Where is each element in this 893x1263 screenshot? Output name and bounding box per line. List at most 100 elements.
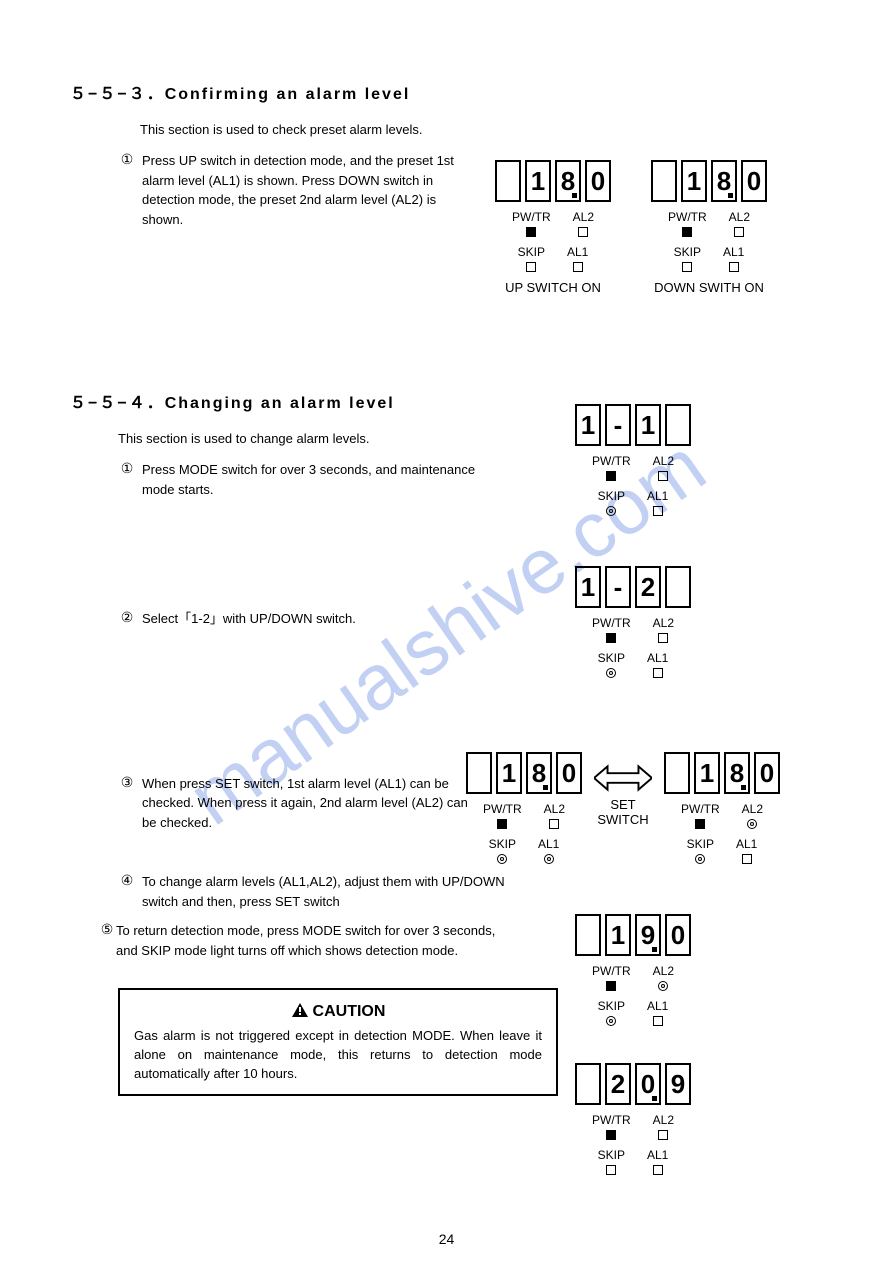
lcd-digits: 180 xyxy=(466,752,582,794)
step-text: When press SET switch, 1st alarm level (… xyxy=(142,774,482,833)
lcd-553-up: 180 PW/TRAL2SKIPAL1UP SWITCH ON xyxy=(495,160,611,295)
lcd-digit xyxy=(665,404,691,446)
led-indicator xyxy=(653,1165,663,1175)
led-label: PW/TR xyxy=(592,454,631,468)
lcd-digit xyxy=(665,566,691,608)
lcd-554-3: 180PW/TRAL2SKIPAL1 SET SWITCH 180PW/TRAL… xyxy=(466,752,780,864)
lcd-554-5: 209PW/TRAL2SKIPAL1 xyxy=(575,1063,691,1175)
lcd-553-down: 180 PW/TRAL2SKIPAL1 DOWN SWITH ON xyxy=(651,160,767,295)
led-label: SKIP xyxy=(518,245,545,259)
led-label: AL2 xyxy=(544,802,565,816)
led-label: PW/TR xyxy=(592,616,631,630)
led-indicator xyxy=(606,981,616,991)
led-grid: PW/TRAL2SKIPAL1 xyxy=(651,210,767,272)
caution-icon xyxy=(291,1002,309,1018)
led-indicator xyxy=(606,506,616,516)
led-label: AL2 xyxy=(729,210,750,224)
lcd-digits: 1-2 xyxy=(575,566,691,608)
led-label: SKIP xyxy=(598,651,625,665)
step-text: Press UP switch in detection mode, and t… xyxy=(142,151,458,229)
led-label: SKIP xyxy=(489,837,516,851)
lcd-digit: 1 xyxy=(525,160,551,202)
led-label: SKIP xyxy=(598,999,625,1013)
led-indicator xyxy=(658,981,668,991)
led-label: AL1 xyxy=(647,651,668,665)
step-number: ② xyxy=(118,609,136,626)
led-grid: PW/TRAL2SKIPAL1 xyxy=(575,964,691,1026)
lcd-digit: 0 xyxy=(665,914,691,956)
led-label: AL2 xyxy=(653,616,674,630)
led-grid: PW/TRAL2SKIPAL1 xyxy=(495,210,611,272)
lcd-digits: 190 xyxy=(575,914,691,956)
led-indicator xyxy=(682,262,692,272)
lcd-digit: 0 xyxy=(635,1063,661,1105)
led-indicator xyxy=(653,506,663,516)
led-indicator xyxy=(526,262,536,272)
lcd-caption: DOWN SWITH ON xyxy=(651,280,767,295)
led-indicator xyxy=(606,1165,616,1175)
displays-553: 180 PW/TRAL2SKIPAL1UP SWITCH ON 180 PW/T… xyxy=(495,160,767,295)
led-indicator xyxy=(658,1130,668,1140)
led-indicator xyxy=(578,227,588,237)
led-indicator xyxy=(734,227,744,237)
led-label: PW/TR xyxy=(592,1113,631,1127)
lcd-digit xyxy=(466,752,492,794)
led-indicator xyxy=(742,854,752,864)
lcd-digit: 1 xyxy=(575,404,601,446)
led-label: PW/TR xyxy=(512,210,551,224)
led-label: AL2 xyxy=(653,454,674,468)
led-label: PW/TR xyxy=(483,802,522,816)
step-number: ① xyxy=(118,151,136,168)
step-number: ④ xyxy=(118,872,136,889)
lcd-digit: 0 xyxy=(754,752,780,794)
step-number: ⑤ xyxy=(98,921,116,938)
led-label: AL1 xyxy=(647,999,668,1013)
lcd-digits: 180 xyxy=(651,160,767,202)
led-label: AL2 xyxy=(653,1113,674,1127)
led-label: SKIP xyxy=(598,1148,625,1162)
led-label: AL2 xyxy=(653,964,674,978)
set-switch-label: SET SWITCH xyxy=(594,797,652,827)
step-text: To change alarm levels (AL1,AL2), adjust… xyxy=(142,872,542,911)
led-label: AL1 xyxy=(647,489,668,503)
page-number: 24 xyxy=(0,1231,893,1247)
double-arrow-icon xyxy=(594,762,652,797)
lcd-digit xyxy=(575,914,601,956)
section-554: ５−５−４．Changing an alarm level This secti… xyxy=(70,389,823,1096)
lcd-digits: 180 xyxy=(495,160,611,202)
caution-box: CAUTION Gas alarm is not triggered excep… xyxy=(118,988,558,1096)
step-554-4: ④ To change alarm levels (AL1,AL2), adju… xyxy=(118,872,823,911)
caution-title: CAUTION xyxy=(313,1003,386,1020)
lcd-digit: 8 xyxy=(724,752,750,794)
step-text: Press MODE switch for over 3 seconds, an… xyxy=(142,460,482,499)
led-indicator xyxy=(695,854,705,864)
led-indicator xyxy=(549,819,559,829)
lcd-digit: 8 xyxy=(555,160,581,202)
lcd-digit: 2 xyxy=(635,566,661,608)
lcd-digit: 0 xyxy=(556,752,582,794)
lcd-caption: UP SWITCH ON xyxy=(495,280,611,295)
lcd-digit: 9 xyxy=(665,1063,691,1105)
lcd-digit xyxy=(651,160,677,202)
led-indicator xyxy=(544,854,554,864)
caution-heading: CAUTION xyxy=(134,1000,542,1023)
step-554-1: ① Press MODE switch for over 3 seconds, … xyxy=(118,460,823,499)
led-indicator xyxy=(658,471,668,481)
lcd-digit: 1 xyxy=(694,752,720,794)
lcd-digit: 1 xyxy=(635,404,661,446)
intro-554: This section is used to change alarm lev… xyxy=(118,431,823,446)
led-indicator xyxy=(682,227,692,237)
step-number: ① xyxy=(118,460,136,477)
step-text: To return detection mode, press MODE swi… xyxy=(116,921,516,960)
lcd-digit: 1 xyxy=(681,160,707,202)
led-grid: PW/TRAL2SKIPAL1 xyxy=(664,802,780,864)
led-indicator xyxy=(729,262,739,272)
lcd-digit xyxy=(495,160,521,202)
led-indicator xyxy=(695,819,705,829)
lcd-554-1: 1-1PW/TRAL2SKIPAL1 xyxy=(575,404,691,516)
step-554-2: ② Select「1-2」with UP/DOWN switch. xyxy=(118,609,823,629)
led-indicator xyxy=(653,668,663,678)
lcd-digit xyxy=(664,752,690,794)
step-554-5: ⑤ To return detection mode, press MODE s… xyxy=(98,921,823,960)
led-label: AL1 xyxy=(567,245,588,259)
